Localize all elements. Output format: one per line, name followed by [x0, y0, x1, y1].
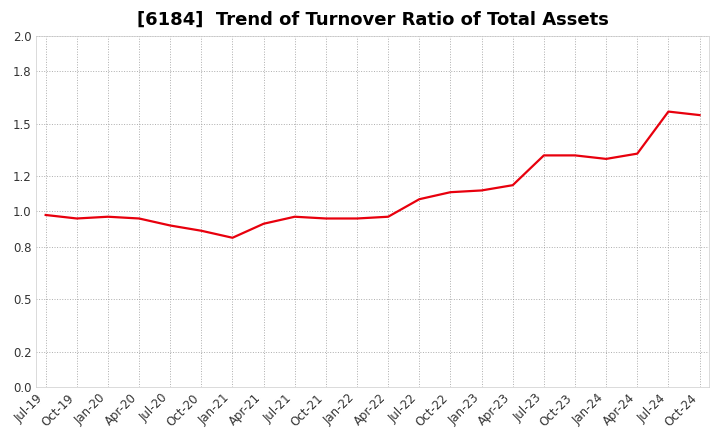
Title: [6184]  Trend of Turnover Ratio of Total Assets: [6184] Trend of Turnover Ratio of Total …	[137, 11, 608, 29]
